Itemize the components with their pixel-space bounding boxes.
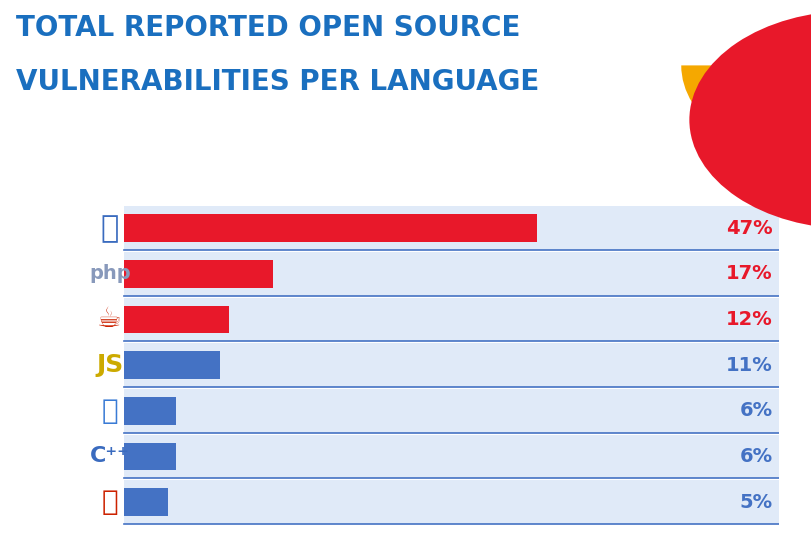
Text: 🐍: 🐍 [101, 397, 118, 425]
Text: Ⓒ: Ⓒ [101, 214, 119, 243]
Text: 47%: 47% [726, 219, 773, 238]
FancyBboxPatch shape [123, 306, 230, 333]
Text: 17%: 17% [726, 264, 773, 283]
FancyBboxPatch shape [123, 488, 168, 516]
FancyBboxPatch shape [123, 397, 177, 425]
Text: VULNERABILITIES PER LANGUAGE: VULNERABILITIES PER LANGUAGE [16, 68, 539, 96]
FancyBboxPatch shape [123, 260, 273, 288]
Text: 5%: 5% [740, 493, 773, 512]
FancyBboxPatch shape [123, 480, 779, 524]
Text: 11%: 11% [726, 356, 773, 374]
Text: JS: JS [97, 353, 123, 377]
FancyBboxPatch shape [123, 215, 538, 242]
Text: 12%: 12% [726, 310, 773, 329]
FancyBboxPatch shape [123, 298, 779, 341]
FancyBboxPatch shape [123, 443, 177, 470]
Text: 💎: 💎 [101, 488, 118, 516]
Text: 6%: 6% [740, 401, 773, 420]
FancyBboxPatch shape [123, 252, 779, 296]
Text: ☕: ☕ [97, 306, 122, 334]
Text: TOTAL REPORTED OPEN SOURCE: TOTAL REPORTED OPEN SOURCE [16, 14, 521, 41]
FancyBboxPatch shape [123, 343, 779, 387]
FancyBboxPatch shape [123, 389, 779, 433]
FancyBboxPatch shape [123, 434, 779, 479]
FancyBboxPatch shape [123, 352, 221, 379]
Text: php: php [89, 264, 131, 283]
FancyBboxPatch shape [123, 206, 779, 250]
Text: 6%: 6% [740, 447, 773, 466]
Text: C⁺⁺: C⁺⁺ [90, 446, 130, 467]
